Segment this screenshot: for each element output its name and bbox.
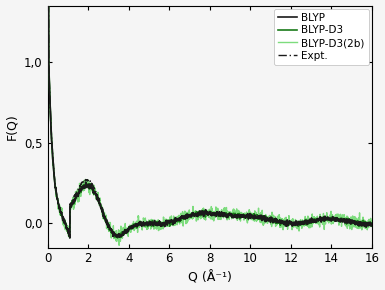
Expt.	[102, 213, 107, 216]
BLYP-D3(2b)	[170, 220, 175, 223]
BLYP-D3	[363, 223, 368, 227]
BLYP-D3(2b)	[46, 7, 50, 11]
BLYP-D3	[102, 215, 107, 218]
BLYP-D3	[170, 221, 175, 225]
BLYP-D3(2b)	[117, 244, 122, 247]
BLYP	[46, 3, 50, 7]
BLYP-D3	[328, 218, 333, 222]
BLYP-D3	[370, 221, 374, 225]
Line: Expt.: Expt.	[48, 5, 372, 237]
Expt.	[370, 222, 374, 226]
BLYP-D3(2b)	[184, 215, 189, 219]
BLYP-D3(2b)	[46, 4, 51, 8]
BLYP-D3	[83, 186, 87, 190]
BLYP	[170, 219, 175, 222]
Legend: BLYP, BLYP-D3, BLYP-D3(2b), Expt.: BLYP, BLYP-D3, BLYP-D3(2b), Expt.	[274, 9, 369, 65]
BLYP	[363, 221, 368, 224]
BLYP	[102, 215, 107, 219]
BLYP-D3(2b)	[328, 210, 333, 213]
BLYP-D3	[116, 236, 120, 240]
BLYP	[328, 218, 333, 221]
BLYP-D3(2b)	[83, 182, 87, 186]
Expt.	[115, 235, 120, 238]
Line: BLYP: BLYP	[48, 5, 372, 238]
Expt.	[46, 4, 50, 8]
BLYP	[370, 223, 374, 227]
X-axis label: Q (Å⁻¹): Q (Å⁻¹)	[188, 271, 232, 284]
Expt.	[83, 179, 87, 183]
BLYP-D3	[184, 213, 189, 216]
Y-axis label: F(Q): F(Q)	[5, 113, 18, 140]
Expt.	[328, 217, 333, 221]
BLYP-D3(2b)	[363, 223, 368, 226]
Expt.	[170, 220, 175, 223]
BLYP	[83, 185, 87, 189]
BLYP-D3	[46, 3, 50, 6]
BLYP	[46, 3, 50, 6]
BLYP	[184, 214, 189, 218]
Line: BLYP-D3(2b): BLYP-D3(2b)	[48, 6, 372, 245]
BLYP-D3(2b)	[102, 212, 107, 215]
BLYP-D3(2b)	[370, 222, 374, 225]
Expt.	[363, 222, 368, 226]
Line: BLYP-D3: BLYP-D3	[48, 5, 372, 238]
Expt.	[184, 215, 189, 219]
BLYP	[67, 236, 72, 240]
Expt.	[46, 3, 51, 7]
